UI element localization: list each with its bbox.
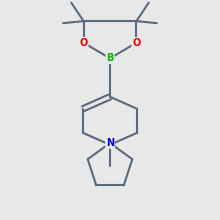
Text: N: N [106,138,114,148]
Text: O: O [132,38,141,48]
Text: O: O [79,38,88,48]
Text: B: B [106,53,114,63]
